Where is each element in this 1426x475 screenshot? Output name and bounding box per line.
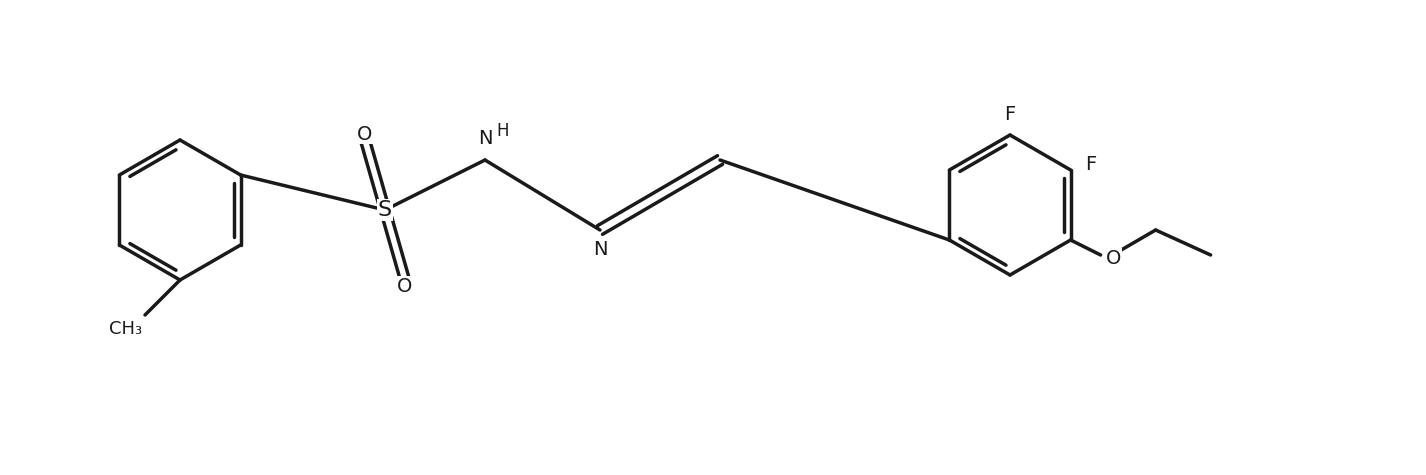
Text: N: N [593,240,607,259]
Text: H: H [496,122,509,140]
Text: F: F [1004,105,1015,124]
Text: O: O [358,124,372,143]
Text: O: O [1105,248,1121,267]
Text: S: S [378,200,392,220]
Text: N: N [478,129,492,148]
Text: O: O [398,276,412,295]
Text: CH₃: CH₃ [108,320,143,338]
Text: F: F [1085,154,1097,173]
